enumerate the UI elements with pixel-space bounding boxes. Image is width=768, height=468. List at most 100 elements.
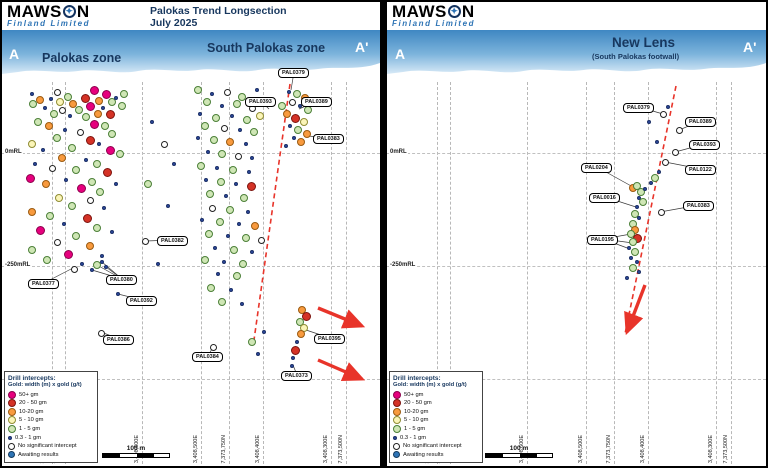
intercept-point bbox=[58, 106, 66, 114]
intercept-point bbox=[76, 183, 86, 193]
elevation-label: 0mRL bbox=[4, 149, 23, 155]
intercept-point bbox=[93, 261, 101, 269]
band-labels: A New Lens (South Palokas footwall) A' bbox=[387, 30, 766, 80]
intercept-point bbox=[288, 124, 292, 128]
drillhole-label: PAL0393 bbox=[245, 97, 276, 107]
legend-symbol bbox=[8, 451, 15, 459]
intercept-point bbox=[234, 152, 242, 160]
intercept-point bbox=[290, 364, 294, 368]
intercept-point bbox=[102, 167, 112, 177]
legend-symbol bbox=[393, 399, 401, 408]
intercept-point bbox=[141, 237, 149, 245]
intercept-point bbox=[53, 134, 61, 142]
intercept-point bbox=[220, 124, 228, 132]
intercept-point bbox=[100, 254, 104, 258]
legend: Drill intercepts: Gold: width (m) x gold … bbox=[389, 371, 483, 463]
scale-bar-label: 100 m bbox=[509, 445, 529, 452]
intercept-point bbox=[212, 114, 220, 122]
intercept-point bbox=[675, 126, 683, 134]
intercept-point bbox=[48, 164, 56, 172]
intercept-point bbox=[661, 158, 669, 166]
legend-symbol bbox=[8, 390, 16, 399]
intercept-point bbox=[33, 162, 37, 166]
legend-item: Awaiting results bbox=[393, 450, 479, 459]
intercept-point bbox=[49, 97, 53, 101]
elevation-line bbox=[2, 379, 380, 380]
section-marker-a-prime: A' bbox=[743, 39, 757, 55]
intercept-point bbox=[53, 88, 61, 96]
intercept-point bbox=[95, 97, 103, 105]
drillhole-label: PAL0379 bbox=[623, 103, 654, 113]
intercept-point bbox=[45, 122, 53, 130]
intercept-point bbox=[84, 158, 88, 162]
legend-symbol bbox=[393, 416, 401, 425]
intercept-point bbox=[105, 145, 115, 155]
legend-item: 20 - 50 gm bbox=[393, 399, 479, 408]
intercept-point bbox=[116, 150, 124, 158]
coordinate-label: 7,373,750N bbox=[606, 434, 613, 463]
legend-item: 50+ gm bbox=[393, 390, 479, 399]
intercept-point bbox=[293, 90, 301, 98]
intercept-point bbox=[215, 166, 219, 170]
legend-label: 10-20 gm bbox=[404, 408, 429, 415]
gridline bbox=[527, 82, 528, 464]
intercept-point bbox=[257, 236, 265, 244]
legend-label: 50+ gm bbox=[19, 391, 39, 398]
intercept-point bbox=[297, 330, 305, 338]
legend-item: 10-20 gm bbox=[393, 407, 479, 416]
legend-item: 50+ gm bbox=[8, 390, 94, 399]
panel-header: MAWS ✦ N Finland Limited bbox=[387, 2, 766, 30]
legend-symbol bbox=[393, 390, 401, 399]
gridline bbox=[716, 82, 717, 464]
intercept-point bbox=[89, 119, 99, 129]
zone-subtitle-south-palokas-footwall: (South Palokas footwall) bbox=[592, 52, 680, 61]
intercept-point bbox=[290, 345, 300, 355]
intercept-point bbox=[196, 136, 200, 140]
intercept-point bbox=[647, 120, 651, 124]
legend-label: 10-20 gm bbox=[19, 408, 44, 415]
zone-title-new-lens: New Lens bbox=[612, 35, 676, 50]
section-marker-a-prime: A' bbox=[355, 39, 369, 55]
intercept-point bbox=[300, 118, 308, 126]
logo-subtitle: Finland Limited bbox=[7, 19, 91, 28]
intercept-point bbox=[90, 268, 94, 272]
drillhole-label: PAL0393 bbox=[689, 140, 720, 150]
drillhole-label: PAL0373 bbox=[281, 371, 312, 381]
intercept-point bbox=[86, 196, 94, 204]
figure-title: Palokas Trend Longsection July 2025 bbox=[150, 5, 287, 29]
intercept-point bbox=[93, 224, 101, 232]
intercept-point bbox=[210, 92, 214, 96]
legend-symbol bbox=[393, 451, 400, 459]
intercept-point bbox=[30, 92, 34, 96]
elevation-label: -250mRL bbox=[4, 262, 32, 268]
intercept-point bbox=[666, 105, 670, 109]
intercept-point bbox=[68, 144, 76, 152]
intercept-point bbox=[156, 262, 160, 266]
drillhole-label: PAL0389 bbox=[685, 117, 716, 127]
intercept-point bbox=[256, 352, 260, 356]
intercept-point bbox=[303, 130, 311, 138]
coordinate-label: 7,373,750N bbox=[221, 434, 228, 463]
intercept-point bbox=[222, 260, 226, 264]
intercept-point bbox=[93, 160, 101, 168]
legend-label: No significant intercept bbox=[403, 443, 462, 450]
intercept-point bbox=[631, 248, 639, 256]
intercept-point bbox=[89, 85, 99, 95]
drillhole-label: PAL0380 bbox=[106, 275, 137, 285]
compass-star-icon: ✦ bbox=[450, 6, 459, 16]
intercept-point bbox=[251, 222, 259, 230]
intercept-point bbox=[64, 178, 68, 182]
coordinate-label: 7,373,500N bbox=[723, 434, 730, 463]
scale-bar: 100 m bbox=[102, 445, 170, 458]
legend-item: 0.3 - 1 gm bbox=[8, 433, 94, 442]
intercept-point bbox=[246, 210, 250, 214]
legend-item: 5 - 10 gm bbox=[8, 416, 94, 425]
intercept-point bbox=[108, 98, 116, 106]
intercept-point bbox=[294, 126, 302, 134]
intercept-point bbox=[278, 102, 286, 110]
gridline bbox=[142, 82, 143, 464]
legend-title: Drill intercepts: bbox=[393, 375, 441, 383]
intercept-point bbox=[223, 88, 231, 96]
drillhole-label: PAL0383 bbox=[313, 134, 344, 144]
mawson-logo-word: MAWS ✦ N bbox=[7, 3, 90, 20]
